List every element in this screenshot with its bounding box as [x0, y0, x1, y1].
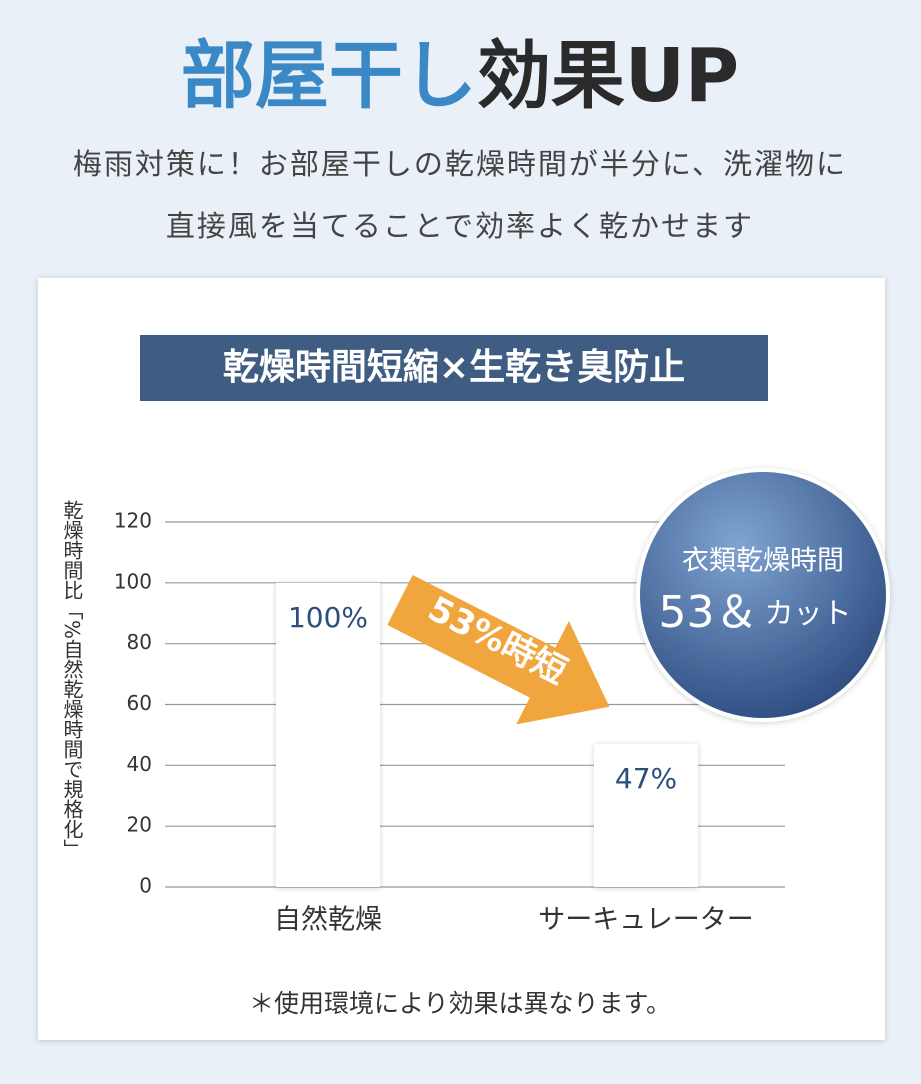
badge-big: 53＆ カット	[658, 587, 851, 638]
x-tick-label: サーキュレーター	[538, 905, 753, 936]
y-tick-label: 40	[127, 752, 152, 776]
y-tick-label: 120	[114, 509, 152, 533]
badge-small: カット	[764, 596, 851, 630]
value-label: 47%	[615, 762, 677, 795]
y-tick-label: 60	[127, 691, 152, 715]
badge-number: 53＆	[658, 587, 758, 638]
arrow	[387, 575, 610, 725]
y-tick-label: 0	[139, 874, 152, 898]
y-axis-label: 乾燥時間比「%自然乾燥時間で規格化」	[60, 500, 84, 859]
chart-title: 乾燥時間短縮×生乾き臭防止	[223, 347, 685, 388]
bar	[594, 744, 698, 887]
subtitle: 梅雨対策に！お部屋干しの乾燥時間が半分に、洗濯物に	[73, 147, 847, 181]
bar	[276, 582, 380, 887]
note: ＊使用環境により効果は異なります。	[249, 989, 671, 1018]
y-tick-label: 20	[127, 813, 152, 837]
plot: 0 20 40 60 80 100 120 100% 自然乾燥 47% サーキュレーター	[114, 509, 785, 936]
headline: 部屋干し効果UP	[181, 33, 739, 119]
value-label: 100%	[288, 601, 368, 634]
badge-text: 衣類乾燥時間	[682, 546, 844, 577]
headline-blue: 部屋干し	[181, 33, 477, 119]
subtitle: 直接風を当てることで効率よく乾かせます	[166, 209, 754, 243]
badge	[636, 468, 890, 722]
title-banner	[140, 335, 768, 401]
y-tick-label: 80	[127, 630, 152, 654]
annotations: 53%時短 衣類乾燥時間 53＆ カット	[387, 468, 890, 725]
x-tick-label: 自然乾燥	[274, 905, 382, 936]
headline-dark: 効果UP	[477, 33, 739, 119]
y-tick-label: 100	[114, 569, 152, 593]
